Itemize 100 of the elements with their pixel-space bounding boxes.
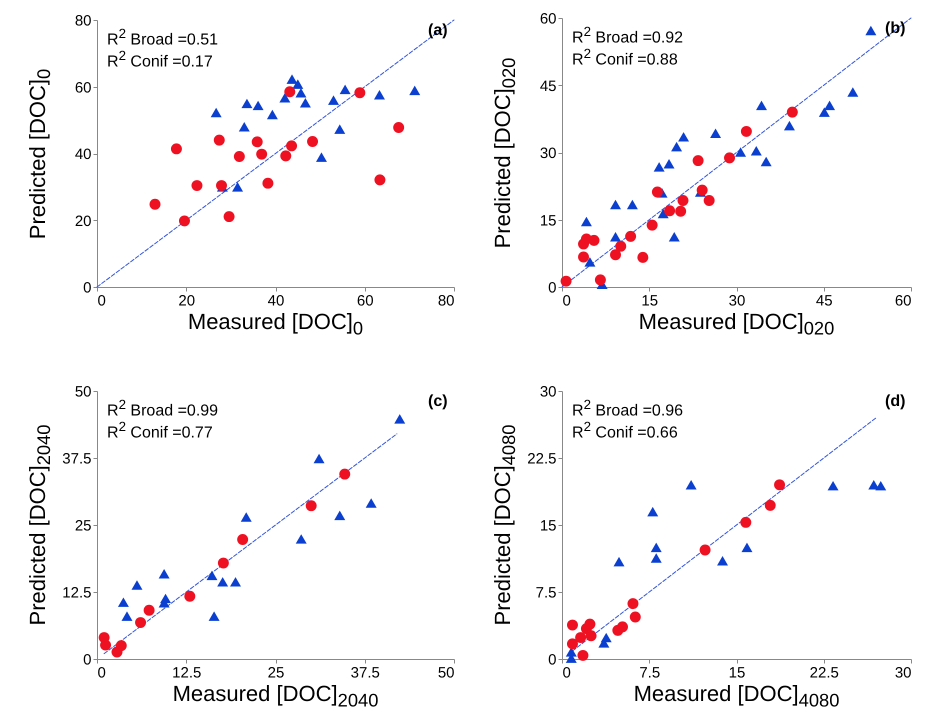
point [135, 617, 146, 628]
point [612, 624, 624, 636]
point [366, 498, 377, 508]
point [740, 126, 752, 137]
point [394, 414, 406, 424]
y-tick-label: 25 [74, 518, 92, 534]
y-tick-label: 0 [548, 280, 556, 296]
point [740, 516, 752, 528]
y-tick-label: 0 [83, 280, 92, 296]
point [710, 128, 722, 138]
annotation: R$^{2}$ Broad =0.96 [572, 397, 684, 420]
y-tick-label: 50 [74, 384, 92, 400]
x-tick-label: 0 [562, 664, 571, 682]
point [735, 147, 746, 157]
point [671, 142, 682, 152]
point [741, 542, 752, 552]
point [577, 650, 588, 661]
point [847, 87, 858, 97]
x-tick-label: 50 [438, 664, 454, 682]
point [286, 140, 298, 152]
x-tick-label: 80 [438, 292, 454, 310]
point [637, 252, 648, 263]
x-tick-label: 37.5 [350, 664, 380, 682]
annotation: R$^{2}$ Conif =0.17 [107, 48, 213, 72]
point [646, 220, 658, 231]
point [717, 556, 728, 566]
x-tick-label: 0 [562, 292, 571, 310]
point [750, 146, 762, 156]
point [328, 95, 339, 105]
point [700, 544, 711, 556]
point [865, 26, 876, 36]
point [224, 211, 235, 222]
x-tick-label: 60 [894, 292, 912, 310]
point [241, 98, 252, 108]
point [300, 98, 311, 108]
point [334, 124, 346, 134]
y-tick-label: 20 [74, 212, 92, 230]
point [828, 480, 839, 490]
point [295, 88, 306, 98]
point [339, 468, 350, 480]
x-tick-label: 20 [178, 292, 196, 310]
point [393, 122, 404, 133]
y-tick-label: 80 [74, 12, 92, 30]
y-tick-label: 7.5 [536, 584, 556, 602]
point [678, 195, 688, 206]
point [191, 180, 202, 192]
annotation: R$^{2}$ Conif =0.66 [572, 419, 678, 442]
y-tick-label: 30 [540, 384, 556, 400]
point [240, 512, 252, 522]
point [208, 611, 220, 621]
point [610, 249, 621, 260]
y-tick-label: 60 [74, 79, 92, 96]
point [647, 506, 658, 516]
x-tick-label: 40 [268, 292, 284, 310]
annotation: R$^{2}$ Broad =0.92 [572, 24, 684, 48]
x-tick-label: 15 [728, 664, 746, 682]
x-axis-title: Measured [DOC]$_{4080}$ [634, 681, 840, 712]
annotation: (d) [885, 393, 906, 411]
point [340, 84, 351, 94]
point [625, 230, 636, 242]
point [230, 577, 241, 587]
point [279, 93, 290, 103]
point [306, 500, 317, 512]
x-tick-label: 60 [356, 292, 374, 310]
point [586, 630, 597, 642]
y-tick-label: 60 [540, 10, 556, 28]
point [252, 136, 263, 148]
y-tick-label: 0 [548, 652, 556, 668]
point [218, 558, 229, 569]
point [578, 251, 589, 262]
point [262, 178, 274, 189]
point [122, 611, 132, 621]
point [158, 569, 170, 579]
point [875, 480, 886, 490]
point [237, 534, 248, 545]
point [704, 195, 715, 206]
point [132, 580, 142, 590]
x-tick-label: 25 [268, 664, 284, 682]
y-tick-label: 40 [74, 146, 92, 163]
point [214, 134, 225, 146]
point [307, 136, 318, 147]
y-tick-label: 37.5 [62, 450, 92, 468]
point [578, 238, 589, 250]
point [296, 534, 307, 544]
point [252, 100, 264, 110]
point [760, 156, 772, 166]
point [594, 274, 606, 286]
y-tick-label: 30 [540, 145, 556, 162]
annotation: R$^{2}$ Conif =0.88 [572, 46, 678, 70]
point [675, 206, 686, 217]
y-tick-label: 45 [540, 78, 556, 95]
point [334, 510, 346, 520]
point [286, 74, 298, 84]
point [178, 215, 190, 226]
point [654, 162, 665, 172]
point [238, 122, 250, 132]
annotation: R$^{2}$ Broad =0.51 [107, 26, 218, 50]
point [784, 120, 795, 130]
point [652, 186, 663, 198]
point [206, 570, 218, 580]
